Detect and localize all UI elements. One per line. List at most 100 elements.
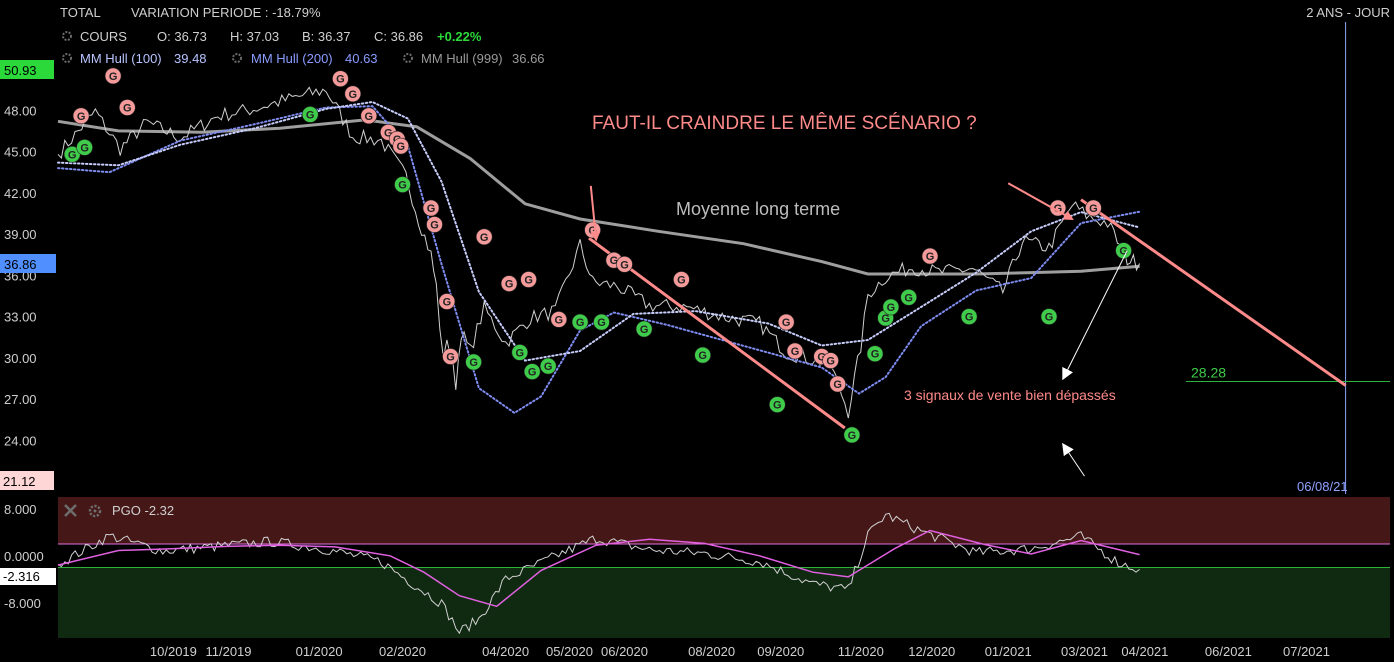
buy-signal-icon[interactable]: G: [635, 320, 653, 338]
indicator-hull200-label[interactable]: MM Hull (200): [251, 51, 333, 66]
buy-signal-icon-glyph: G: [576, 317, 585, 329]
pgo-y-tick-label: 8.000: [4, 502, 37, 517]
buy-signal-icon[interactable]: G: [1040, 308, 1058, 325]
sell-signal-icon-glyph: G: [397, 141, 406, 153]
buy-signal-icon[interactable]: G: [900, 288, 918, 306]
sell-signal-icon[interactable]: G: [786, 342, 804, 360]
sell-signal-icon[interactable]: G: [673, 271, 690, 288]
buy-signal-icon[interactable]: G: [539, 357, 557, 375]
sell-signal-icon[interactable]: G: [616, 255, 633, 273]
hull100-line: [57, 100, 1141, 362]
date-x-tick-label: 11/2019: [205, 644, 251, 659]
pgo-panel[interactable]: 8.000 0.0000 -8.000 PGO -2.32 -2.316: [0, 497, 1390, 638]
date-cursor-label: 06/08/21: [1297, 479, 1348, 494]
close-value: C: 36.86: [374, 29, 423, 44]
sell-signal-icon[interactable]: G: [1049, 199, 1067, 217]
sell-signal-icon[interactable]: G: [119, 99, 136, 116]
buy-signal-icon[interactable]: G: [76, 139, 93, 156]
sell-signal-icon[interactable]: G: [822, 352, 839, 369]
cours-label: COURS: [80, 29, 127, 44]
price-line: [57, 86, 1141, 419]
buy-signal-icon-glyph: G: [528, 367, 537, 379]
sell-signal-icon[interactable]: G: [1085, 199, 1102, 217]
sell-signal-icon[interactable]: G: [344, 85, 362, 103]
buy-signal-icon[interactable]: G: [843, 426, 861, 444]
buy-signal-icon-glyph: G: [904, 292, 913, 304]
sell-signal-icon[interactable]: G: [332, 70, 349, 87]
buy-signal-icon-dot: [523, 363, 541, 380]
sell-signal-icon-glyph: G: [926, 251, 935, 263]
buy-signal-icon[interactable]: G: [593, 313, 610, 331]
sell-signal-icon[interactable]: G: [829, 375, 847, 393]
sell-signal-icon-dot: [344, 85, 362, 103]
buy-signal-icon[interactable]: G: [866, 345, 884, 363]
sell-signal-icon[interactable]: G: [584, 221, 601, 239]
trendline: [588, 236, 846, 430]
date-x-tick-label: 06/2020: [601, 644, 648, 659]
buy-signal-icon[interactable]: G: [882, 298, 900, 316]
gear-icon[interactable]: [232, 53, 242, 63]
close-icon[interactable]: [64, 504, 77, 517]
sell-signal-icon[interactable]: G: [500, 275, 518, 292]
buy-signal-icon[interactable]: G: [1115, 242, 1132, 259]
sell-signal-icon-glyph: G: [384, 127, 393, 139]
sell-signal-icon-dot: [786, 342, 804, 360]
price-tag-current-label: 36.86: [4, 257, 37, 272]
price-tag-bottom: 21.12: [0, 471, 54, 490]
sell-signal-icon[interactable]: G: [438, 293, 456, 310]
period-selector[interactable]: 2 ANS - JOUR: [1306, 5, 1390, 20]
gear-icon[interactable]: [88, 504, 102, 518]
buy-signal-icon[interactable]: G: [694, 346, 712, 364]
sell-signal-icon-dot: [673, 271, 690, 288]
sell-signal-icon-glyph: G: [443, 297, 452, 309]
sell-signal-icon-glyph: G: [1089, 203, 1098, 215]
sell-signal-icon[interactable]: G: [921, 247, 939, 265]
sell-signal-icon-dot: [822, 352, 839, 369]
sell-signal-icon-glyph: G: [588, 225, 597, 237]
sell-signal-icon[interactable]: G: [777, 313, 795, 331]
indicator-hull999-label[interactable]: MM Hull (999): [421, 51, 503, 66]
indicator-hull100-label[interactable]: MM Hull (100): [80, 51, 162, 66]
price-y-tick-label: 48.00: [4, 103, 37, 118]
sell-signal-icon[interactable]: G: [72, 107, 90, 125]
buy-signal-icon[interactable]: G: [511, 344, 529, 361]
gear-icon[interactable]: [62, 31, 72, 41]
gear-icon[interactable]: [403, 53, 413, 63]
buy-signal-icon-glyph: G: [597, 317, 606, 329]
buy-signal-icon-glyph: G: [516, 347, 525, 359]
buy-signal-icon[interactable]: G: [523, 363, 541, 380]
buy-signal-icon-dot: [882, 298, 900, 316]
sell-signal-icon[interactable]: G: [475, 228, 493, 246]
buy-signal-icon[interactable]: G: [394, 176, 411, 193]
sell-signal-icon[interactable]: G: [520, 271, 537, 288]
buy-signal-icon-dot: [465, 353, 482, 371]
pgo-current-tag: -2.316: [0, 568, 56, 585]
sell-signal-icon[interactable]: G: [426, 216, 443, 233]
buy-signal-icon-dot: [593, 313, 610, 331]
buy-signal-icon-dot: [900, 288, 918, 306]
sell-signal-icon[interactable]: G: [392, 137, 410, 155]
indicator-row: MM Hull (100) 39.48 MM Hull (200) 40.63 …: [62, 51, 545, 66]
buy-signal-icon[interactable]: G: [960, 308, 978, 325]
date-x-tick-label: 01/2020: [296, 644, 343, 659]
buy-signal-icon-dot: [694, 346, 712, 364]
gear-icon[interactable]: [62, 53, 72, 63]
sell-signal-icon-glyph: G: [349, 89, 358, 101]
price-panel[interactable]: 48.0045.0042.0039.0036.0033.0030.0027.00…: [0, 22, 1390, 494]
buy-signal-icon[interactable]: G: [768, 396, 786, 413]
sell-signal-icon[interactable]: G: [104, 67, 122, 85]
sell-signal-icon[interactable]: G: [360, 107, 378, 125]
sell-signal-icon-dot: [332, 70, 349, 87]
annotation-arrow-white: [1062, 250, 1128, 381]
annotation-arrow-white: [1062, 442, 1085, 477]
sell-signal-icon-glyph: G: [817, 352, 826, 364]
sell-signal-icon[interactable]: G: [442, 348, 459, 365]
buy-signal-icon[interactable]: G: [465, 353, 482, 371]
buy-signal-icon[interactable]: G: [571, 313, 589, 331]
sell-signal-icon-glyph: G: [505, 279, 514, 291]
buy-signal-icon[interactable]: G: [301, 106, 319, 123]
sell-signal-icon[interactable]: G: [422, 199, 440, 217]
date-x-tick-label: 12/2020: [908, 644, 955, 659]
sell-signal-icon[interactable]: G: [550, 311, 568, 328]
